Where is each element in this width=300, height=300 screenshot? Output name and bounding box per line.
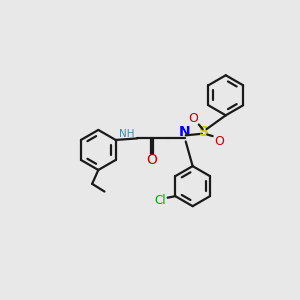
Text: Cl: Cl bbox=[155, 194, 167, 207]
Text: O: O bbox=[214, 135, 224, 148]
Text: N: N bbox=[179, 125, 191, 139]
Text: S: S bbox=[199, 125, 209, 139]
Text: O: O bbox=[188, 112, 198, 125]
Text: NH: NH bbox=[119, 129, 134, 139]
Text: O: O bbox=[146, 153, 157, 167]
